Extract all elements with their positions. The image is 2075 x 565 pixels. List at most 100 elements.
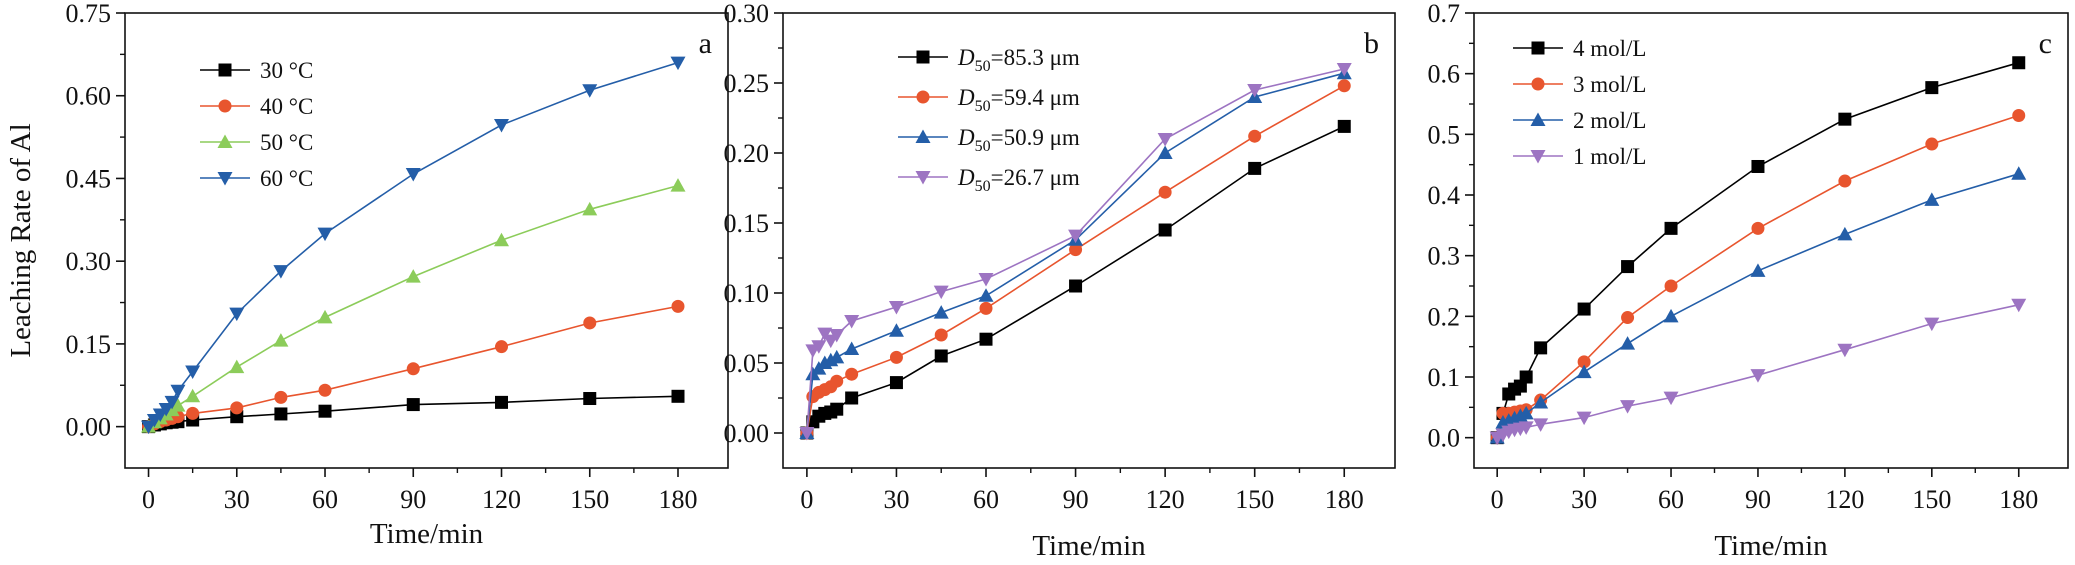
data-point [670, 178, 686, 192]
legend-label: D50=50.9 μm [957, 125, 1080, 155]
series-2 [799, 65, 1352, 439]
data-point [317, 309, 333, 324]
series-3 [141, 56, 686, 435]
data-point [1838, 112, 1852, 126]
x-tick-label: 60 [1658, 485, 1684, 514]
data-point [1337, 119, 1351, 133]
data-point [1664, 221, 1678, 235]
x-tick-label: 30 [1571, 485, 1597, 514]
x-axis-title: Time/min [370, 518, 484, 550]
x-tick-label: 150 [570, 485, 609, 514]
data-point [1336, 63, 1352, 77]
legend-entry: 1 mol/L [1513, 144, 1646, 169]
legend-entry: D50=50.9 μm [898, 125, 1080, 155]
chart-panel-a: 0 30 60 90 120 150 180 0.00 0.15 0.30 0.45 0.60 0.75… [5, 0, 729, 550]
data-point [495, 340, 509, 354]
x-tick-label: 120 [1825, 485, 1864, 514]
series-0 [1490, 56, 2026, 445]
data-point [1337, 79, 1351, 93]
data-point [1663, 308, 1679, 323]
data-point [274, 390, 288, 404]
data-point [1248, 161, 1262, 175]
y-tick-label: 0.3 [1428, 242, 1461, 271]
data-point [1663, 391, 1679, 406]
data-point [158, 402, 174, 417]
data-point [1158, 223, 1172, 237]
data-point [978, 288, 994, 302]
data-point [164, 395, 180, 410]
data-point [1248, 129, 1262, 143]
legend-marker [915, 129, 931, 143]
legend-label: D50=59.4 μm [957, 85, 1080, 115]
legend-marker [218, 63, 232, 77]
data-point [1664, 279, 1678, 293]
legend-marker [1530, 112, 1546, 126]
legend-entry: 50 °C [200, 130, 313, 155]
series-2 [141, 178, 686, 433]
data-point [582, 201, 598, 216]
y-tick-label: 0.15 [724, 209, 770, 238]
data-point [1924, 192, 1940, 206]
legend-entry: D50=59.4 μm [898, 85, 1080, 115]
legend-entry: D50=85.3 μm [898, 45, 1080, 75]
data-point [186, 406, 200, 420]
data-point [1518, 405, 1534, 420]
data-point [274, 407, 288, 421]
legend-entry: 4 mol/L [1513, 36, 1646, 61]
data-point [1518, 421, 1534, 435]
data-point [170, 384, 186, 399]
data-point [1533, 418, 1549, 432]
data-point [1533, 394, 1549, 409]
data-point [1158, 185, 1172, 199]
legend-label: 60 °C [260, 166, 313, 191]
data-point [1577, 302, 1591, 316]
x-tick-label: 180 [658, 485, 697, 514]
legend-label: 2 mol/L [1573, 108, 1646, 133]
data-point [1576, 411, 1592, 426]
data-point [1750, 263, 1766, 277]
x-tick-label: 60 [973, 485, 999, 514]
data-point [1519, 370, 1533, 384]
x-axis-title: Time/min [1714, 530, 1828, 562]
data-point [1837, 343, 1853, 358]
data-point [318, 404, 332, 418]
legend-entry: 30 °C [200, 58, 313, 83]
panel-label: b [1364, 27, 1379, 60]
data-point [406, 398, 420, 412]
x-tick-label: 90 [1063, 485, 1089, 514]
legend-entry: 3 mol/L [1513, 72, 1646, 97]
y-tick-label: 0.75 [66, 0, 112, 28]
data-point [1750, 369, 1766, 383]
data-point [829, 329, 845, 343]
data-point [979, 301, 993, 315]
y-tick-label: 0.0 [1428, 424, 1461, 453]
chart-panel-b: 0 30 60 90 120 150 180 0.00 0.05 0.10 0.15 0.20 0.25… [724, 0, 1396, 562]
data-point [230, 401, 244, 415]
legend-marker [916, 50, 930, 64]
data-point [273, 265, 289, 279]
data-point [1069, 243, 1083, 257]
chart-panel-c: 0 30 60 90 120 150 180 0.0 0.1 0.2 0.3 0.4 0.5 0.6 0.7… [1428, 0, 2069, 562]
data-point [978, 273, 994, 287]
series-1 [142, 299, 685, 434]
data-point [2011, 298, 2027, 313]
y-tick-label: 0.00 [66, 413, 112, 442]
legend-marker [218, 99, 232, 113]
data-point [844, 315, 860, 329]
legend-label: 4 mol/L [1573, 36, 1646, 61]
legend-label: D50=26.7 μm [957, 165, 1080, 195]
series-line [148, 184, 679, 428]
data-point [889, 376, 903, 390]
panel-label: c [2039, 27, 2052, 60]
x-tick-label: 90 [1745, 485, 1771, 514]
data-point [1534, 341, 1548, 355]
y-tick-label: 0.10 [724, 279, 770, 308]
legend-label: 50 °C [260, 130, 313, 155]
data-point [979, 332, 993, 346]
x-tick-label: 180 [1999, 485, 2038, 514]
data-point [933, 285, 949, 300]
x-tick-label: 0 [142, 485, 155, 514]
series-3 [1489, 298, 2027, 446]
x-tick-label: 0 [1491, 485, 1504, 514]
x-tick-label: 90 [400, 485, 426, 514]
